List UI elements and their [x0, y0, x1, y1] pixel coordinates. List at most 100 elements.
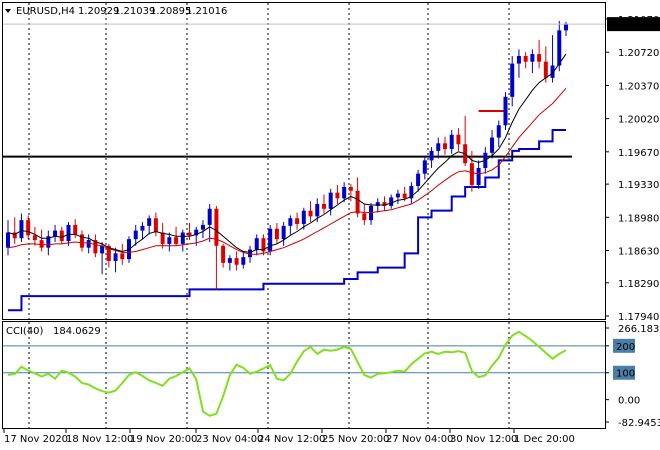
moving-averages: [7, 53, 567, 255]
candle-body: [510, 63, 515, 97]
candle-body: [476, 167, 481, 186]
candle-body: [335, 192, 340, 199]
main-grid: [28, 3, 510, 319]
price-tick-label: 1.18630: [618, 247, 659, 258]
time-tick-label: 19 Nov 20:00: [130, 434, 197, 445]
indicator-tick-label: 100: [616, 369, 635, 380]
candle-body: [543, 61, 548, 78]
candle-body: [207, 208, 212, 225]
price-tick-label: 1.18980: [618, 213, 659, 224]
candle-body: [200, 224, 205, 230]
main-plot-frame: [2, 2, 606, 320]
price-tick-label: 1.18290: [618, 279, 659, 290]
candle-body: [194, 229, 199, 236]
header-high: 1.21039: [114, 6, 155, 17]
indicator-tick-label: 200: [616, 342, 635, 353]
candle-body: [19, 220, 24, 239]
candle-body: [53, 230, 58, 237]
candle-body: [422, 160, 427, 174]
candle-body: [73, 224, 78, 235]
header-open: 1.20929: [78, 6, 119, 17]
candle-body: [39, 240, 44, 248]
indicator-grid: [3, 322, 605, 428]
candle-body: [214, 208, 219, 246]
candle-body: [537, 54, 542, 62]
candle-body: [167, 237, 172, 244]
candle-body: [234, 258, 239, 265]
candle-body: [174, 237, 179, 244]
current-price-box: [607, 17, 660, 32]
candle-body: [395, 193, 400, 198]
candle-body: [187, 232, 192, 236]
candle-body: [342, 186, 347, 199]
candle-body: [308, 210, 313, 217]
candle-body: [93, 240, 98, 254]
indicator-tick-label: 0.00: [618, 396, 640, 407]
candle-body: [6, 232, 10, 248]
time-tick-label: 17 Nov 2020: [4, 434, 68, 445]
indicator-tick-label: -82.9453: [618, 418, 660, 429]
candle-body: [442, 143, 447, 149]
candle-body: [140, 225, 145, 231]
time-tick-label: 27 Nov 04:00: [386, 434, 453, 445]
candle-body: [490, 137, 495, 153]
candle-body: [288, 218, 293, 226]
header-close: 1.21016: [186, 6, 227, 17]
candle-body: [46, 236, 51, 248]
candle-body: [550, 65, 555, 78]
candle-body: [321, 204, 326, 209]
time-tick-label: 24 Nov 12:00: [258, 434, 325, 445]
candle-body: [557, 30, 562, 66]
fast-ma-line: [7, 53, 567, 253]
header-symbol: EURUSD,H4: [16, 6, 75, 17]
time-tick-label: 23 Nov 04:00: [196, 434, 263, 445]
candle-body: [503, 96, 508, 126]
candle-body: [295, 218, 300, 224]
candle-body: [66, 224, 71, 242]
candle-body: [449, 134, 454, 149]
indicator-level-box: [613, 365, 635, 380]
candle-body: [402, 193, 407, 199]
candle-body: [530, 54, 535, 62]
cci-line: [7, 330, 567, 417]
time-tick-label: 1 Dec 20:00: [514, 434, 575, 445]
candles: [6, 20, 568, 290]
cci-indicator: [7, 330, 567, 417]
candle-body: [261, 238, 266, 252]
candle-body: [315, 204, 320, 217]
candle-body: [523, 56, 528, 62]
candle-body: [160, 232, 165, 244]
price-axis: 1.210701.207201.203701.200201.196701.193…: [3, 15, 660, 323]
candle-body: [254, 238, 259, 250]
candle-body: [133, 230, 138, 240]
candle-body: [221, 245, 226, 263]
candle-body: [26, 220, 31, 236]
candle-body: [227, 258, 232, 263]
candle-body: [268, 228, 273, 252]
candle-body: [516, 56, 521, 64]
stop-line: [8, 129, 566, 312]
dropdown-triangle-icon[interactable]: [5, 9, 11, 13]
price-tick-label: 1.17940: [618, 312, 659, 323]
candle-body: [355, 190, 360, 214]
candle-body: [362, 213, 367, 221]
candle-body: [12, 232, 17, 239]
candle-body: [113, 253, 118, 261]
candle-body: [301, 210, 306, 224]
current-price-label: 1.21016: [617, 20, 658, 31]
candle-body: [180, 232, 185, 244]
price-tick-label: 1.20370: [618, 81, 659, 92]
candle-body: [274, 228, 279, 240]
indicator-plot-frame: [2, 321, 606, 429]
price-tick-label: 1.19670: [618, 148, 659, 159]
candle-body: [32, 235, 37, 241]
candle-body: [469, 163, 474, 186]
candle-body: [86, 240, 91, 248]
candle-body: [382, 202, 387, 206]
candle-body: [496, 125, 501, 138]
time-tick-label: 30 Nov 12:00: [450, 434, 517, 445]
candle-body: [100, 245, 105, 254]
candle-body: [147, 218, 152, 226]
indicator-axis: 266.1831 200 100 0.00 -82.9453: [605, 324, 660, 429]
